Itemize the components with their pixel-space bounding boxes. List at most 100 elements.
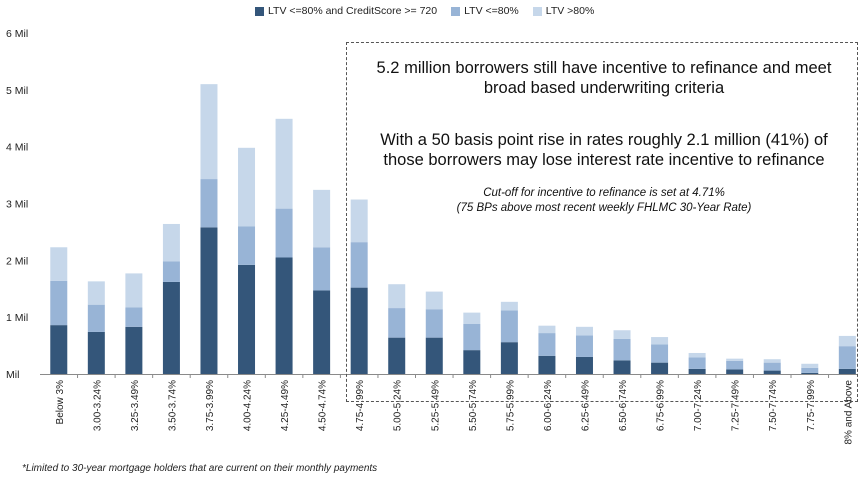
legend-item-ltv80-cs720: LTV <=80% and CreditScore >= 720 [255,5,437,17]
headline-2-line-2: those borrowers may lose interest rate i… [383,151,825,169]
headline-1-line-1: 5.2 million borrowers still have incenti… [376,59,832,77]
cutoff-note-line-1: Cut-off for incentive to refinance is se… [483,187,725,199]
bar-segment-ltv80-cs720 [575,356,593,374]
bar-segment-ltv-over80 [688,352,706,358]
bar-segment-ltv80 [313,247,331,291]
headline-1-line-2: broad based underwriting criteria [483,79,725,97]
bar-segment-ltv80 [613,338,631,361]
x-tick-label: 7.00-7.24% [693,380,704,431]
legend-label: LTV <=80% [464,5,519,17]
x-tick-label: 4.50-4.74% [318,380,329,431]
x-tick-label: 7.25-7.49% [731,380,742,431]
bar-segment-ltv80 [200,179,218,228]
y-tick-label: 5 Mil [6,85,28,97]
bar-segment-ltv-over80 [801,363,819,368]
legend-swatch-ltv-over80 [532,6,542,16]
bar-segment-ltv-over80 [238,147,256,227]
bar-segment-ltv-over80 [613,330,631,339]
bar-segment-ltv80 [838,346,856,369]
bar-segment-ltv-over80 [575,326,593,336]
bar-segment-ltv80 [87,304,105,332]
bar-segment-ltv-over80 [350,199,368,243]
x-tick-label: 7.75-7.99% [806,380,817,431]
bar-segment-ltv80-cs720 [463,350,481,374]
annotation-headline-1: 5.2 million borrowers still have incenti… [354,58,854,98]
bar-segment-ltv80-cs720 [388,337,406,374]
bar-segment-ltv80 [425,309,443,338]
bar-segment-ltv80 [726,360,744,370]
x-tick-label: 6.25-6.49% [580,380,591,431]
bar-segment-ltv80 [801,367,819,373]
bar-segment-ltv-over80 [763,359,781,363]
bar-segment-ltv80-cs720 [651,362,669,374]
bar-segment-ltv80-cs720 [50,325,68,374]
bar-segment-ltv80-cs720 [838,368,856,374]
bar-segment-ltv80-cs720 [275,257,293,374]
bar-segment-ltv80 [763,362,781,371]
bar-segment-ltv80-cs720 [238,264,256,374]
bar-segment-ltv-over80 [313,189,331,248]
x-tick-label: 5.25-5.49% [430,380,441,431]
bar-segment-ltv80-cs720 [763,370,781,374]
bar-segment-ltv80-cs720 [350,287,368,374]
bar-segment-ltv80 [50,280,68,326]
y-tick-label: 3 Mil [6,199,28,211]
bar-segment-ltv-over80 [463,312,481,324]
bar-segment-ltv-over80 [388,284,406,309]
x-tick-label: 8% and Above [843,380,854,445]
bar-segment-ltv80-cs720 [613,360,631,374]
legend-label: LTV >80% [545,5,595,17]
refinance-incentive-box [346,42,858,402]
x-tick-label: 6.50-6.74% [618,380,629,431]
bar-segment-ltv80 [125,307,143,327]
x-tick-label: 5.50-5.74% [468,380,479,431]
bar-segment-ltv80 [275,208,293,258]
y-tick-label: 2 Mil [6,255,28,267]
x-tick-label: 5.00-5.24% [393,380,404,431]
bar-segment-ltv-over80 [425,291,443,310]
bar-segment-ltv80 [500,310,518,343]
bar-segment-ltv80-cs720 [200,227,218,374]
bar-segment-ltv80 [162,261,180,282]
bar-segment-ltv-over80 [651,337,669,345]
x-tick-label: 7.50-7.74% [768,380,779,431]
legend-item-ltv80: LTV <=80% [451,5,519,17]
bar-segment-ltv-over80 [50,247,68,281]
y-tick-label: 4 Mil [6,142,28,154]
bar-segment-ltv-over80 [87,281,105,305]
bar-segment-ltv-over80 [125,273,143,308]
bar-segment-ltv80 [238,226,256,265]
bar-segment-ltv80-cs720 [125,326,143,374]
y-tick-label: 1 Mil [6,312,28,324]
legend-swatch-ltv80-cs720 [255,6,264,16]
bar-segment-ltv80-cs720 [162,281,180,374]
x-tick-label: 3.75-3.99% [205,380,216,431]
bar-segment-ltv-over80 [838,335,856,347]
x-tick-label: 3.00-3.24% [92,380,103,431]
x-tick-label: 3.25-3.49% [130,380,141,431]
bar-segment-ltv80-cs720 [313,290,331,374]
x-tick-label: Below 3% [55,380,66,425]
bar-segment-ltv80-cs720 [801,372,819,374]
bar-segment-ltv-over80 [162,223,180,262]
chart-legend: LTV <=80% and CreditScore >= 720 LTV <=8… [255,5,594,17]
x-tick-label: 6.75-6.99% [656,380,667,431]
legend-item-ltv-over80: LTV >80% [532,5,595,17]
headline-2-line-1: With a 50 basis point rise in rates roug… [380,131,828,149]
x-tick-label: 4.25-4.49% [280,380,291,431]
bar-segment-ltv80 [463,323,481,351]
x-tick-label: 4.75-4.99% [355,380,366,431]
footnote: *Limited to 30-year mortgage holders tha… [22,463,378,474]
bar-segment-ltv80-cs720 [500,342,518,374]
legend-swatch-ltv80 [451,6,461,16]
x-tick-label: 6.00-6.24% [543,380,554,431]
bar-segment-ltv80 [388,308,406,338]
bar-segment-ltv-over80 [538,325,556,334]
bar-segment-ltv80-cs720 [425,337,443,374]
bar-segment-ltv-over80 [200,84,218,180]
bar-segment-ltv80-cs720 [538,355,556,374]
cutoff-note-line-2: (75 BPs above most recent weekly FHLMC 3… [456,202,752,214]
x-tick-label: 3.50-3.74% [167,380,178,431]
bar-segment-ltv80-cs720 [87,331,105,374]
